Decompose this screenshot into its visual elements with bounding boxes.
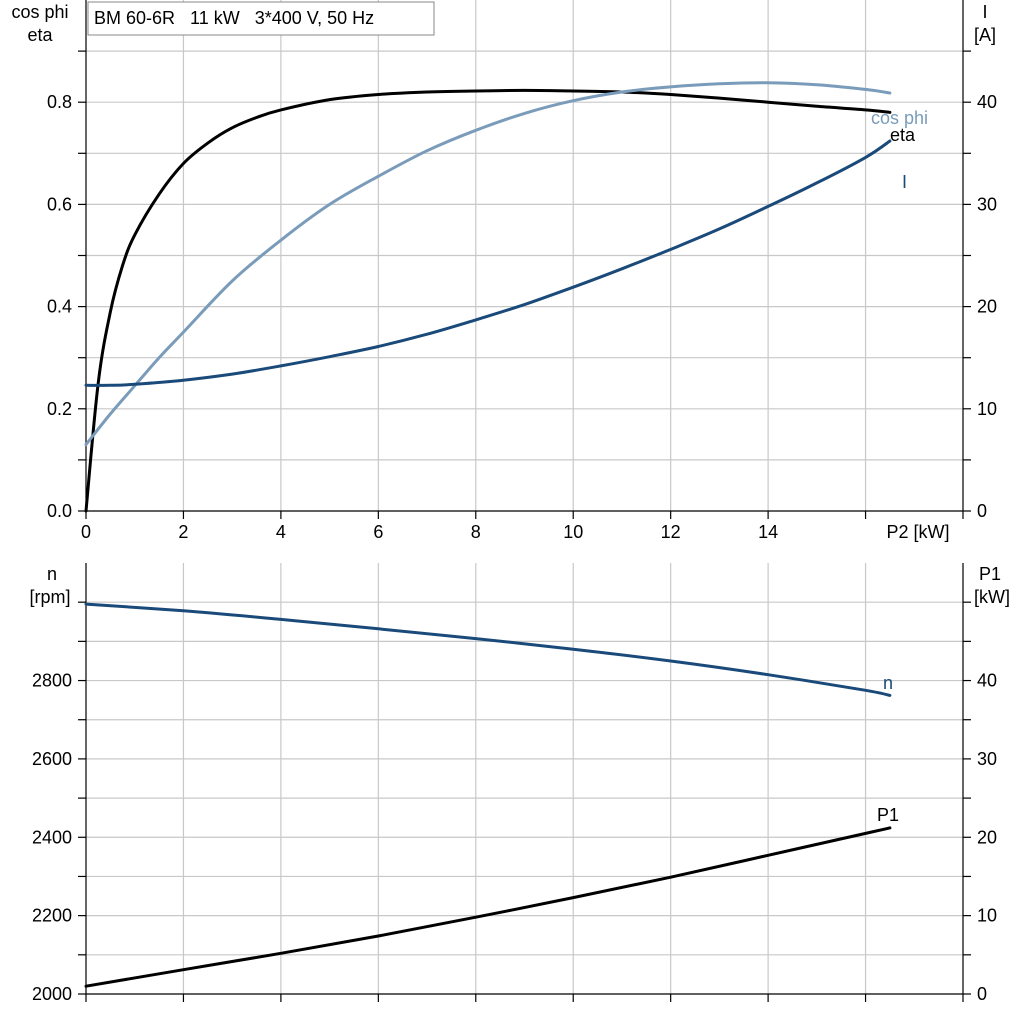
- left-tick-label: 2400: [32, 827, 72, 847]
- bottom-right-axis-label-1: P1: [979, 564, 1001, 584]
- right-tick-label: 40: [977, 671, 997, 691]
- series-label-p1: P1: [877, 805, 899, 825]
- bottom-ticks: 2000 2200 2400 2600 2800 0 10 20 30 40: [32, 601, 997, 1004]
- x-tick-label: 10: [563, 522, 583, 542]
- top-left-axis-label-1: cos phi: [11, 2, 68, 22]
- bottom-axes: [85, 563, 964, 995]
- x-tick-label: 2: [178, 522, 188, 542]
- series-line-p1: [84, 826, 892, 988]
- right-tick-label: 0: [977, 501, 987, 521]
- left-tick-label: 0.0: [47, 501, 72, 521]
- x-tick-label: 12: [661, 522, 681, 542]
- left-tick-label: 0.6: [47, 194, 72, 214]
- right-tick-label: 30: [977, 194, 997, 214]
- left-tick-label: 0.8: [47, 92, 72, 112]
- bottom-series-labels: n P1: [877, 673, 899, 825]
- bottom-right-axis-label-2: [kW]: [974, 587, 1010, 607]
- top-x-axis-label: P2 [kW]: [886, 522, 949, 542]
- top-grid: [86, 0, 963, 511]
- top-series: [84, 81, 892, 513]
- x-tick-label: 14: [758, 522, 778, 542]
- chart-title: BM 60-6R 11 kW 3*400 V, 50 Hz: [94, 8, 374, 28]
- left-tick-label: 2800: [32, 671, 72, 691]
- top-left-axis-label-2: eta: [27, 25, 53, 45]
- right-tick-label: 20: [977, 297, 997, 317]
- chart-title-box: BM 60-6R 11 kW 3*400 V, 50 Hz: [87, 1, 435, 36]
- left-tick-label: 2200: [32, 906, 72, 926]
- series-label-n: n: [883, 673, 893, 693]
- series-label-eta: eta: [890, 125, 916, 145]
- series-line-n: [84, 602, 892, 697]
- right-tick-label: 20: [977, 827, 997, 847]
- top-right-axis-label-1: I: [982, 2, 987, 22]
- right-tick-label: 10: [977, 399, 997, 419]
- series-line-eta: [84, 88, 892, 513]
- top-ticks: 0 2 4 6 8 10 12 14 0.0 0.2 0.4 0.6 0.8 0 10 20 30 40: [47, 50, 997, 542]
- x-tick-label: 4: [276, 522, 286, 542]
- series-line-i: [84, 139, 892, 387]
- left-tick-label: 0.4: [47, 297, 72, 317]
- bottom-series: [84, 602, 892, 988]
- right-tick-label: 10: [977, 906, 997, 926]
- x-tick-label: 8: [471, 522, 481, 542]
- right-tick-label: 0: [977, 984, 987, 1004]
- bottom-grid: [86, 563, 963, 994]
- x-tick-label: 6: [373, 522, 383, 542]
- left-tick-label: 0.2: [47, 399, 72, 419]
- right-tick-label: 40: [977, 92, 997, 112]
- left-tick-label: 2600: [32, 749, 72, 769]
- bottom-left-axis-label-1: n: [47, 564, 57, 584]
- right-tick-label: 30: [977, 749, 997, 769]
- series-label-cos-phi: cos phi: [871, 108, 928, 128]
- series-label-i: I: [902, 172, 907, 192]
- left-tick-label: 2000: [32, 984, 72, 1004]
- x-tick-label: 0: [81, 522, 91, 542]
- bottom-left-axis-label-2: [rpm]: [29, 587, 70, 607]
- top-right-axis-label-2: [A]: [974, 25, 996, 45]
- series-line-cos-phi: [84, 81, 892, 447]
- bottom-performance-plot: 2000 2200 2400 2600 2800 0 10 20 30 40 n P1 n [rpm…: [29, 563, 1010, 1004]
